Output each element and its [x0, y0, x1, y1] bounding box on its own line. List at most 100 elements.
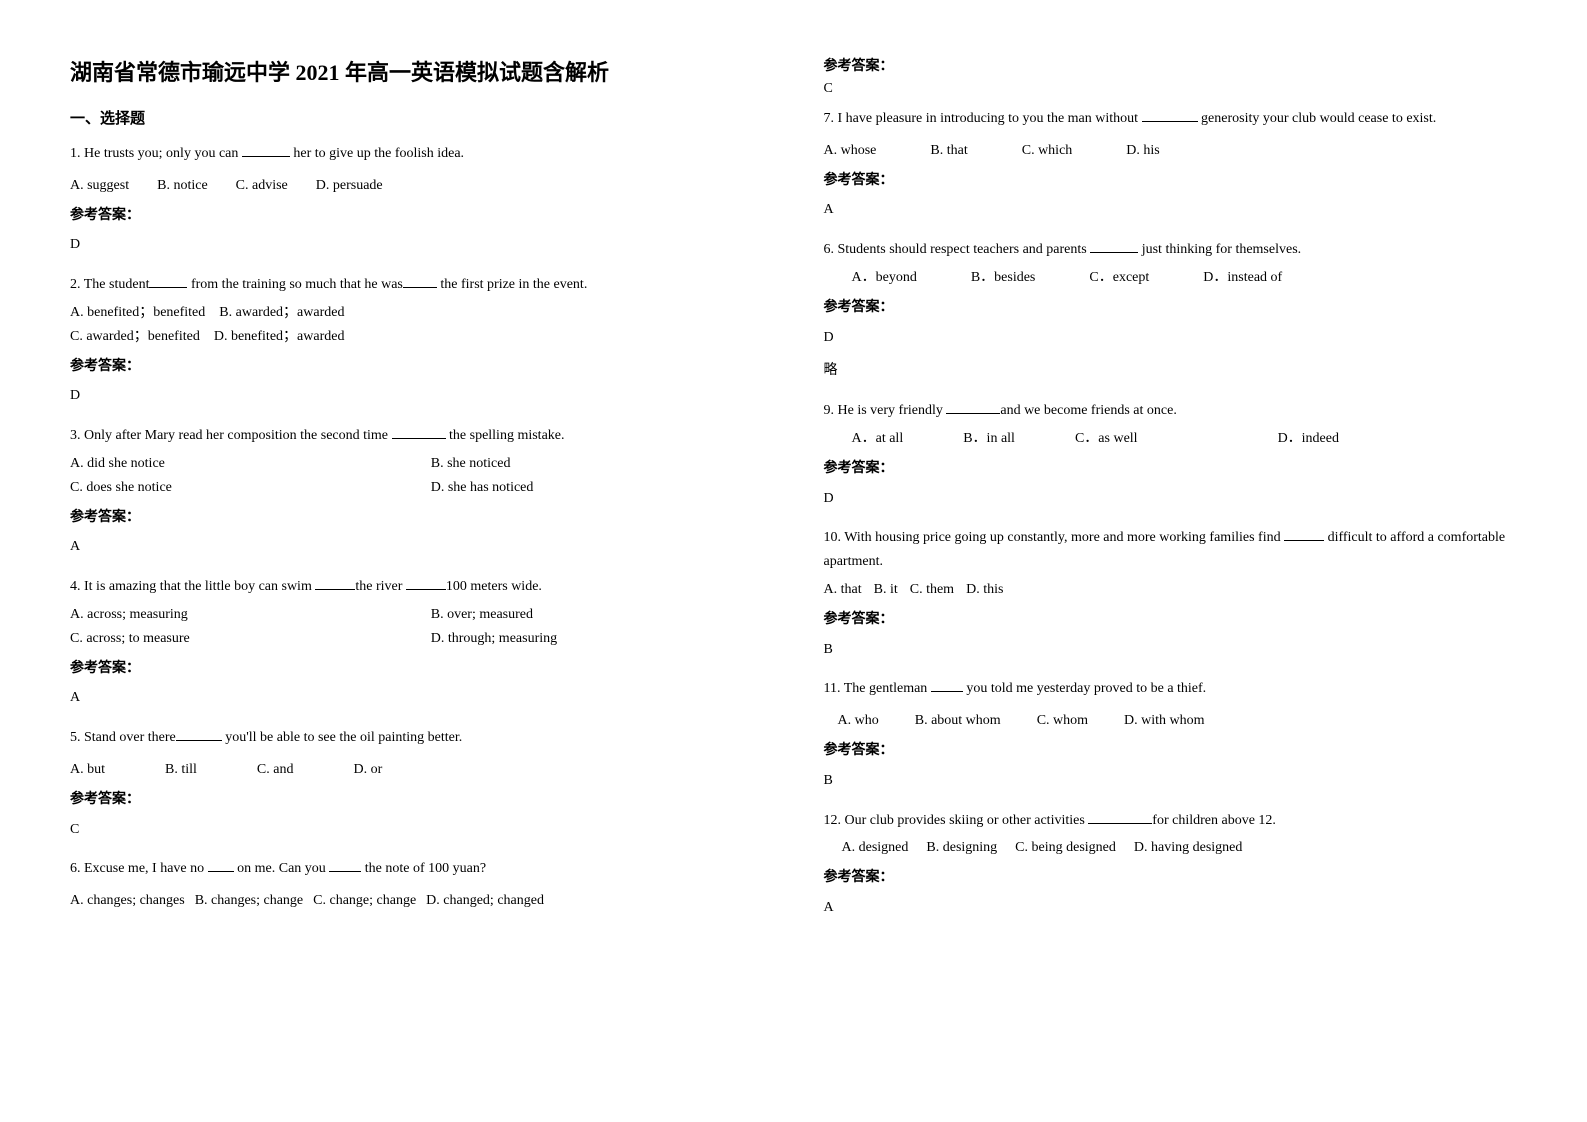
- q11-opt-d: D. with whom: [1124, 709, 1205, 733]
- q11-stem: 11. The gentleman you told me yesterday …: [824, 677, 1518, 701]
- q3-opt-d: D. she has noticed: [431, 476, 764, 500]
- q1-answer: D: [70, 233, 764, 257]
- q4-opt-c: C. across; to measure: [70, 627, 403, 651]
- q3-opt-c: C. does she notice: [70, 476, 403, 500]
- q9-stem-b: and we become friends at once.: [1000, 403, 1176, 418]
- q2-stem-c: the first prize in the event.: [437, 277, 587, 292]
- q6-answer: C: [824, 81, 1518, 97]
- q9-opt-b: B．in all: [963, 427, 1015, 451]
- q8-answer: D: [824, 326, 1518, 350]
- answer-label: 参考答案：: [824, 739, 1518, 763]
- q9-opt-d: D．indeed: [1278, 427, 1339, 451]
- blank: [392, 438, 446, 439]
- q4-stem-b: the river: [355, 579, 406, 594]
- answer-label: 参考答案：: [824, 457, 1518, 481]
- q4-stem-a: 4. It is amazing that the little boy can…: [70, 579, 315, 594]
- question-10: 10. With housing price going up constant…: [824, 526, 1518, 671]
- q3-stem: 3. Only after Mary read her composition …: [70, 424, 764, 448]
- question-1: 1. He trusts you; only you can her to gi…: [70, 142, 764, 267]
- q7-answer: A: [824, 198, 1518, 222]
- blank: [208, 871, 234, 872]
- q3-options: A. did she notice B. she noticed C. does…: [70, 452, 764, 500]
- q6-opt-a: A. changes; changes: [70, 889, 185, 913]
- q10-opt-a: A. that: [824, 578, 862, 602]
- q2-opt-b: B. awarded；awarded: [219, 305, 344, 320]
- q3-stem-a: 3. Only after Mary read her composition …: [70, 428, 392, 443]
- q3-opt-b: B. she noticed: [431, 452, 764, 476]
- q4-opt-b: B. over; measured: [431, 603, 764, 627]
- q10-options: A. that B. it C. them D. this: [824, 578, 1518, 602]
- q5-options: A. but B. till C. and D. or: [70, 758, 764, 782]
- q8-stem: 6. Students should respect teachers and …: [824, 238, 1518, 262]
- q4-stem-c: 100 meters wide.: [446, 579, 542, 594]
- q3-answer: A: [70, 535, 764, 559]
- blank: [946, 413, 1000, 414]
- question-7: 7. I have pleasure in introducing to you…: [824, 107, 1518, 232]
- q5-answer: C: [70, 818, 764, 842]
- blank: [406, 589, 446, 590]
- q10-opt-c: C. them: [910, 578, 954, 602]
- q9-stem-a: 9. He is very friendly: [824, 403, 947, 418]
- q8-opt-d: D．instead of: [1203, 266, 1282, 290]
- question-5: 5. Stand over there you'll be able to se…: [70, 726, 764, 851]
- q6-stem: 6. Excuse me, I have no on me. Can you t…: [70, 857, 764, 881]
- answer-label: 参考答案：: [824, 55, 1518, 75]
- q9-opt-a: A．at all: [852, 427, 904, 451]
- q1-stem-b: her to give up the foolish idea.: [290, 146, 464, 161]
- q4-stem: 4. It is amazing that the little boy can…: [70, 575, 764, 599]
- q11-stem-b: you told me yesterday proved to be a thi…: [963, 681, 1206, 696]
- q9-stem: 9. He is very friendly and we become fri…: [824, 399, 1518, 423]
- q8-options: A．beyond B．besides C．except D．instead of: [824, 266, 1518, 290]
- q7-stem-a: 7. I have pleasure in introducing to you…: [824, 111, 1142, 126]
- left-column: 湖南省常德市瑜远中学 2021 年高一英语模拟试题含解析 一、选择题 1. He…: [70, 55, 764, 1092]
- question-2: 2. The student from the training so much…: [70, 273, 764, 418]
- blank: [1090, 252, 1138, 253]
- q7-stem: 7. I have pleasure in introducing to you…: [824, 107, 1518, 131]
- q5-stem: 5. Stand over there you'll be able to se…: [70, 726, 764, 750]
- q4-opt-a: A. across; measuring: [70, 603, 403, 627]
- question-9: 9. He is very friendly and we become fri…: [824, 399, 1518, 520]
- q9-opt-c: C．as well: [1075, 427, 1138, 451]
- q8-opt-c: C．except: [1089, 266, 1149, 290]
- omit-text: 略: [824, 359, 1518, 383]
- q12-opt-d: D. having designed: [1134, 836, 1242, 860]
- q12-opt-b: B. designing: [926, 836, 997, 860]
- q5-stem-b: you'll be able to see the oil painting b…: [222, 730, 462, 745]
- question-12: 12. Our club provides skiing or other ac…: [824, 809, 1518, 930]
- q5-stem-a: 5. Stand over there: [70, 730, 176, 745]
- answer-label: 参考答案：: [70, 788, 764, 812]
- q1-opt-c: C. advise: [236, 174, 288, 198]
- q7-opt-b: B. that: [930, 139, 967, 163]
- answer-label: 参考答案：: [70, 657, 764, 681]
- q7-stem-b: generosity your club would cease to exis…: [1198, 111, 1437, 126]
- q10-opt-d: D. this: [966, 578, 1003, 602]
- q1-opt-d: D. persuade: [316, 174, 383, 198]
- page-title: 湖南省常德市瑜远中学 2021 年高一英语模拟试题含解析: [70, 55, 764, 87]
- q3-stem-b: the spelling mistake.: [446, 428, 565, 443]
- question-6: 6. Excuse me, I have no on me. Can you t…: [70, 857, 764, 917]
- q2-stem-b: from the training so much that he was: [187, 277, 402, 292]
- q8-stem-a: 6. Students should respect teachers and …: [824, 242, 1091, 257]
- q11-answer: B: [824, 769, 1518, 793]
- q6-stem-a: 6. Excuse me, I have no: [70, 861, 208, 876]
- right-column: 参考答案： C 7. I have pleasure in introducin…: [824, 55, 1518, 1092]
- answer-label: 参考答案：: [824, 866, 1518, 890]
- q8-stem-b: just thinking for themselves.: [1138, 242, 1301, 257]
- q7-opt-d: D. his: [1126, 139, 1159, 163]
- answer-label: 参考答案：: [824, 169, 1518, 193]
- q8-opt-b: B．besides: [971, 266, 1036, 290]
- q12-answer: A: [824, 896, 1518, 920]
- q9-options: A．at all B．in all C．as well D．indeed: [824, 427, 1518, 451]
- q3-opt-a: A. did she notice: [70, 452, 403, 476]
- blank: [242, 156, 290, 157]
- q6-opt-c: C. change; change: [313, 889, 416, 913]
- q10-answer: B: [824, 638, 1518, 662]
- q5-opt-c: C. and: [257, 758, 294, 782]
- q2-answer: D: [70, 384, 764, 408]
- q5-opt-a: A. but: [70, 758, 105, 782]
- q2-options-row2: C. awarded；benefited D. benefited；awarde…: [70, 325, 764, 349]
- blank: [931, 691, 963, 692]
- q10-stem: 10. With housing price going up constant…: [824, 526, 1518, 574]
- q5-opt-d: D. or: [353, 758, 382, 782]
- blank: [1284, 540, 1324, 541]
